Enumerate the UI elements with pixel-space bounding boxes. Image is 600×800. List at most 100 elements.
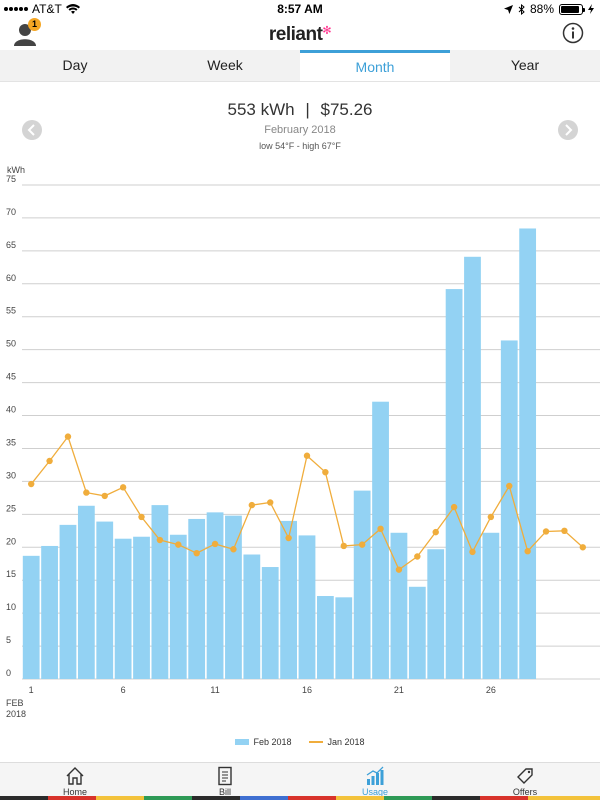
bar xyxy=(482,532,500,679)
legend-item-feb[interactable]: Feb 2018 xyxy=(235,737,291,747)
line-point xyxy=(193,549,200,557)
line-point xyxy=(267,499,274,506)
y-tick-label: 30 xyxy=(6,470,16,480)
previous-period-button[interactable] xyxy=(22,120,42,140)
y-tick-label: 65 xyxy=(6,240,16,250)
y-tick-label: 35 xyxy=(6,437,16,447)
line-point xyxy=(138,513,145,521)
nav-bill-label: Bill xyxy=(218,787,231,797)
tab-year[interactable]: Year xyxy=(510,57,540,73)
legend-item-jan[interactable]: Jan 2018 xyxy=(309,737,365,747)
x-axis-month-label: FEB xyxy=(6,698,24,708)
usage-total: 553 kWh | $75.26 xyxy=(0,100,600,120)
bar xyxy=(390,532,408,679)
bar xyxy=(59,524,77,679)
nav-bill[interactable]: Bill xyxy=(150,763,300,800)
x-tick-label: 16 xyxy=(302,685,312,695)
y-tick-label: 20 xyxy=(6,536,16,546)
line-point xyxy=(211,540,219,548)
home-icon xyxy=(66,767,84,785)
line-point xyxy=(450,503,458,511)
tab-week[interactable]: Week xyxy=(207,57,243,73)
line-point xyxy=(542,528,550,535)
bar xyxy=(169,534,187,679)
chevron-left-icon xyxy=(27,124,35,136)
bar xyxy=(225,515,242,679)
x-tick-label: 1 xyxy=(29,685,34,695)
line-point xyxy=(46,457,53,465)
logo-sparkle-icon: ✻ xyxy=(322,25,332,37)
bill-icon xyxy=(218,766,232,786)
charging-icon xyxy=(588,4,594,14)
line-point xyxy=(561,527,568,534)
line-point xyxy=(579,544,587,551)
y-tick-label: 75 xyxy=(6,174,16,184)
bar xyxy=(96,521,114,679)
carrier-label: AT&T xyxy=(32,2,62,16)
line-point xyxy=(285,534,292,542)
line-point xyxy=(101,492,108,500)
line-point xyxy=(358,541,366,548)
line-point xyxy=(303,452,311,459)
y-tick-label: 15 xyxy=(6,569,16,579)
x-tick-label: 11 xyxy=(210,685,219,695)
period-tabs: Day Week Month Year xyxy=(0,50,600,82)
line-point xyxy=(469,548,476,556)
y-tick-label: 40 xyxy=(6,405,16,415)
x-tick-label: 6 xyxy=(121,685,126,695)
chevron-right-icon xyxy=(565,124,573,136)
next-period-button[interactable] xyxy=(558,120,578,140)
reliant-logo: reliant✻ xyxy=(0,24,600,46)
nav-offers-label: Offers xyxy=(512,787,538,797)
tab-day[interactable]: Day xyxy=(62,57,88,73)
bar xyxy=(298,535,316,679)
bar xyxy=(114,538,132,679)
tab-month[interactable]: Month xyxy=(300,50,450,81)
bar xyxy=(22,555,40,679)
legend-swatch-line xyxy=(309,741,324,743)
bar xyxy=(353,490,371,679)
line-point xyxy=(156,536,164,544)
usage-cost: $75.26 xyxy=(320,100,373,119)
bar xyxy=(427,549,445,679)
line-point xyxy=(322,468,329,476)
bar xyxy=(41,545,58,679)
temperature-range: low 54°F - high 67°F xyxy=(259,141,341,151)
line-point xyxy=(395,566,403,573)
bar xyxy=(188,518,206,679)
y-tick-label: 25 xyxy=(6,503,16,513)
bar xyxy=(372,401,389,679)
line-point xyxy=(414,553,421,560)
y-tick-label: 55 xyxy=(6,306,16,316)
usage-summary: 553 kWh | $75.26 February 2018 low 54°F … xyxy=(0,100,600,151)
line-point xyxy=(230,546,237,553)
line-point xyxy=(377,525,384,533)
decorative-stripe xyxy=(0,796,600,800)
nav-home[interactable]: Home xyxy=(0,763,150,800)
legend-label-jan: Jan 2018 xyxy=(327,737,365,747)
y-tick-label: 0 xyxy=(6,668,11,678)
bar xyxy=(500,340,518,679)
usage-chart-icon xyxy=(366,766,384,785)
line-point xyxy=(340,542,347,550)
x-axis-year-label: 2018 xyxy=(6,709,26,719)
notification-badge[interactable]: 1 xyxy=(28,18,41,31)
line-point xyxy=(27,480,35,488)
bar xyxy=(445,289,463,679)
location-arrow-icon xyxy=(503,4,513,14)
line-point xyxy=(506,482,513,490)
nav-offers[interactable]: Offers xyxy=(450,763,600,800)
x-tick-label: 21 xyxy=(394,685,404,695)
signal-dots-icon xyxy=(4,7,28,11)
usage-separator: | xyxy=(305,100,310,119)
status-time: 8:57 AM xyxy=(277,2,323,16)
line-point xyxy=(175,541,182,548)
y-tick-label: 50 xyxy=(6,339,16,349)
line-point xyxy=(487,513,495,521)
nav-usage[interactable]: Usage xyxy=(300,763,450,800)
y-tick-label: 5 xyxy=(6,635,11,645)
info-icon[interactable] xyxy=(562,22,584,44)
bar xyxy=(206,512,224,679)
bar xyxy=(464,256,481,679)
